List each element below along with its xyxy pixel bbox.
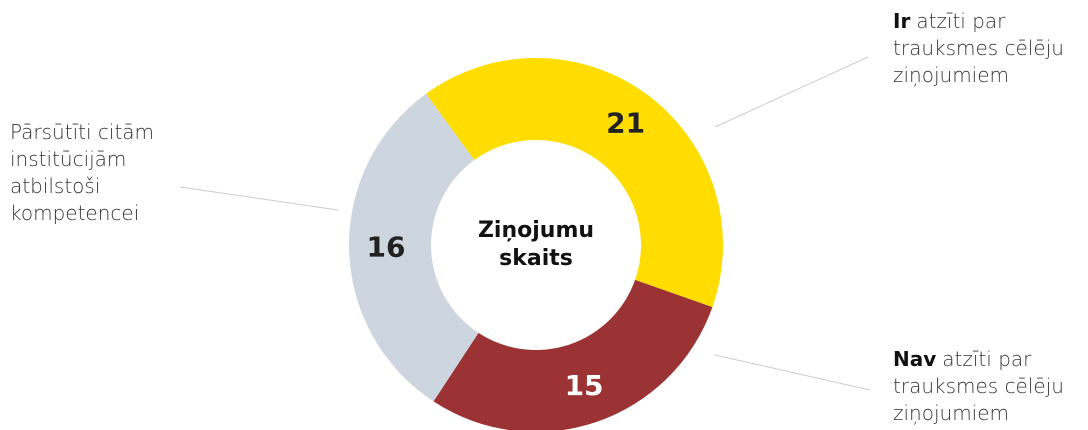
center-title: Ziņojumu — [478, 218, 594, 243]
value-label: 16 — [367, 231, 406, 264]
label-line: Pārsūtīti citām — [10, 120, 154, 144]
label-line: atbilstoši — [10, 174, 100, 198]
value-label: 21 — [606, 107, 645, 140]
label-line: kompetencei — [10, 201, 139, 225]
slice — [426, 58, 723, 308]
slice — [433, 279, 713, 430]
label-line: ziņojumiem — [893, 63, 1009, 87]
label-line: atzīti par — [942, 347, 1032, 371]
label-emphasis: Ir — [893, 9, 910, 33]
label-emphasis: Nav — [893, 347, 936, 371]
label-line: institūcijām — [10, 147, 126, 171]
center-title: skaits — [499, 246, 573, 271]
leader-line — [714, 56, 869, 128]
category-label: Ir atzīti par trauksmes cēlēju ziņojumiem — [893, 9, 1064, 87]
category-label: Nav atzīti par trauksmes cēlēju ziņojumiem — [893, 347, 1064, 425]
label-line: trauksmes cēlēju — [893, 36, 1064, 60]
category-label: Pārsūtīti citām institūcijām atbilstoši kom… — [10, 120, 154, 225]
leader-line — [714, 354, 871, 391]
label-line: ziņojumiem — [893, 401, 1009, 425]
slice — [349, 93, 479, 402]
label-line: trauksmes cēlēju — [893, 374, 1064, 398]
leader-line — [179, 186, 339, 211]
value-label: 15 — [565, 369, 604, 402]
label-line: atzīti par — [916, 9, 1006, 33]
